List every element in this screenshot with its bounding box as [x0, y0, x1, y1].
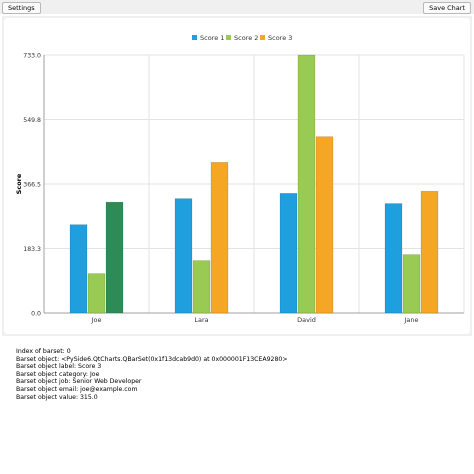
info-line: Barset object category: Joe [16, 370, 100, 378]
y-tick-label: 0.0 [31, 311, 41, 318]
y-tick-label: 733.0 [23, 53, 41, 60]
barset-info-panel: Index of barset: 0 Barset object: <PySide… [16, 348, 456, 401]
y-axis-label: Score [15, 173, 23, 194]
bar-score-3-joe [105, 201, 124, 314]
x-tick-label: Lara [194, 316, 208, 324]
info-line: Barset object email: joe@example.com [16, 385, 138, 393]
y-tick-label: 549.8 [23, 117, 41, 124]
bar-score-3-david [315, 136, 334, 314]
bar-score-2-david [297, 54, 316, 314]
bar-score-2-lara [192, 260, 211, 314]
bar-chart: 0.0 183.3 366.5 549.8 733.0 Score Joe Lara David… [15, 34, 465, 324]
save-chart-button[interactable]: Save Chart [423, 2, 471, 14]
bar-score-2-jane [402, 254, 421, 314]
y-tick-label: 366.5 [23, 182, 41, 189]
legend-swatch [192, 35, 197, 40]
info-line: Barset object label: Score 3 [16, 363, 102, 371]
info-line: Barset object: <PySide6.QtCharts.QBarSet… [16, 355, 288, 363]
bar-score-1-david [279, 193, 298, 314]
legend-entry: Score 1 [200, 34, 224, 42]
bar-score-3-jane [420, 190, 439, 314]
info-line: Barset object job: Senior Web Developer [16, 378, 142, 386]
info-line: Index of barset: 0 [16, 348, 71, 355]
bar-score-3-lara [210, 162, 229, 314]
info-line: Barset object value: 315.0 [16, 393, 98, 401]
bar-score-1-lara [174, 198, 193, 314]
bar-score-1-jane [384, 203, 403, 314]
legend-entry: Score 2 [234, 34, 258, 42]
x-tick-label: Jane [403, 316, 418, 324]
y-tick-label: 183.3 [23, 246, 41, 253]
toolbar: Settings Save Chart [0, 0, 474, 14]
x-tick-label: Joe [91, 316, 102, 324]
settings-button[interactable]: Settings [2, 2, 41, 14]
legend-entry: Score 3 [268, 34, 292, 42]
bar-score-2-joe [87, 273, 106, 314]
chart-card: 0.0 183.3 366.5 549.8 733.0 Score Joe Lara David… [4, 18, 470, 334]
chart-view: 0.0 183.3 366.5 549.8 733.0 Score Joe Lara David… [2, 16, 472, 336]
legend-swatch [260, 35, 265, 40]
legend-swatch [226, 35, 231, 40]
bar-score-1-joe [69, 224, 88, 314]
x-tick-label: David [297, 316, 316, 324]
